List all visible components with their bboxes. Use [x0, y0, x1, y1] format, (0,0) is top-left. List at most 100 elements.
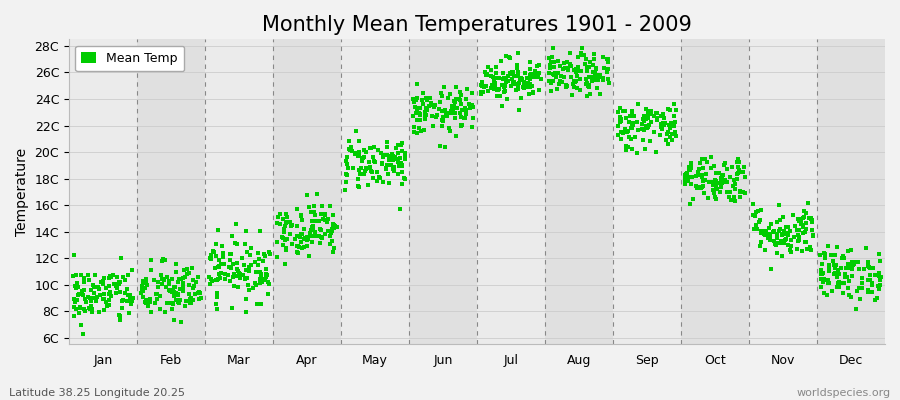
Point	[714, 183, 728, 190]
Point	[408, 103, 422, 110]
Point	[294, 216, 309, 223]
Point	[251, 250, 266, 256]
Bar	[613, 39, 681, 344]
Point	[639, 116, 653, 122]
Point	[646, 112, 661, 119]
Point	[551, 70, 565, 76]
Point	[861, 276, 876, 283]
Point	[775, 230, 789, 237]
Point	[565, 81, 580, 87]
Point	[723, 188, 737, 195]
Point	[351, 153, 365, 159]
Point	[764, 220, 778, 227]
Point	[680, 178, 695, 184]
Point	[288, 236, 302, 242]
Point	[446, 106, 460, 112]
Point	[387, 168, 401, 174]
Point	[575, 44, 590, 51]
Point	[832, 284, 846, 290]
Point	[325, 238, 339, 244]
Point	[713, 189, 727, 195]
Point	[110, 274, 124, 281]
Point	[310, 191, 324, 197]
Point	[155, 258, 169, 264]
Point	[439, 113, 454, 120]
Point	[429, 112, 444, 118]
Point	[650, 110, 664, 117]
Point	[557, 64, 572, 71]
Point	[74, 322, 88, 328]
Point	[613, 105, 627, 112]
Point	[138, 299, 152, 306]
Point	[68, 283, 82, 289]
Point	[696, 177, 710, 183]
Point	[704, 154, 718, 160]
Point	[557, 60, 572, 66]
Point	[589, 66, 603, 72]
Point	[542, 70, 556, 76]
Point	[124, 297, 139, 304]
Point	[547, 72, 562, 78]
Point	[834, 280, 849, 286]
Point	[668, 129, 682, 135]
Point	[238, 262, 252, 269]
Point	[784, 242, 798, 249]
Point	[134, 290, 148, 296]
Point	[397, 174, 411, 181]
Point	[380, 162, 394, 168]
Point	[678, 181, 692, 188]
Point	[295, 230, 310, 237]
Point	[176, 266, 191, 273]
Point	[122, 292, 137, 298]
Point	[772, 226, 787, 232]
Point	[108, 283, 122, 290]
Point	[530, 63, 544, 69]
Point	[350, 176, 365, 182]
Bar	[749, 39, 817, 344]
Point	[72, 310, 86, 316]
Point	[851, 285, 866, 292]
Point	[210, 277, 224, 284]
Point	[641, 124, 655, 130]
Point	[657, 122, 671, 129]
Point	[311, 218, 326, 224]
Point	[486, 74, 500, 80]
Point	[523, 66, 537, 72]
Point	[860, 261, 875, 267]
Point	[818, 255, 832, 261]
Point	[152, 306, 166, 312]
Point	[773, 238, 788, 244]
Point	[630, 118, 644, 125]
Point	[351, 183, 365, 189]
Point	[84, 298, 98, 304]
Point	[581, 64, 596, 70]
Point	[581, 81, 596, 88]
Point	[772, 202, 787, 208]
Point	[872, 272, 886, 279]
Point	[166, 292, 181, 299]
Point	[497, 88, 511, 95]
Point	[257, 253, 272, 259]
Point	[159, 274, 174, 280]
Point	[187, 283, 202, 289]
Point	[667, 122, 681, 129]
Point	[454, 114, 468, 120]
Point	[644, 110, 658, 117]
Point	[158, 257, 172, 263]
Point	[504, 82, 518, 89]
Point	[321, 216, 336, 223]
Point	[840, 274, 854, 280]
Point	[76, 278, 91, 285]
Point	[804, 247, 818, 254]
Point	[437, 107, 452, 114]
Point	[413, 111, 428, 118]
Point	[121, 292, 135, 298]
Point	[772, 228, 787, 234]
Point	[500, 75, 514, 82]
Point	[76, 331, 91, 337]
Point	[814, 268, 829, 275]
Point	[163, 288, 177, 294]
Point	[353, 171, 367, 177]
Point	[873, 277, 887, 283]
Point	[775, 214, 789, 220]
